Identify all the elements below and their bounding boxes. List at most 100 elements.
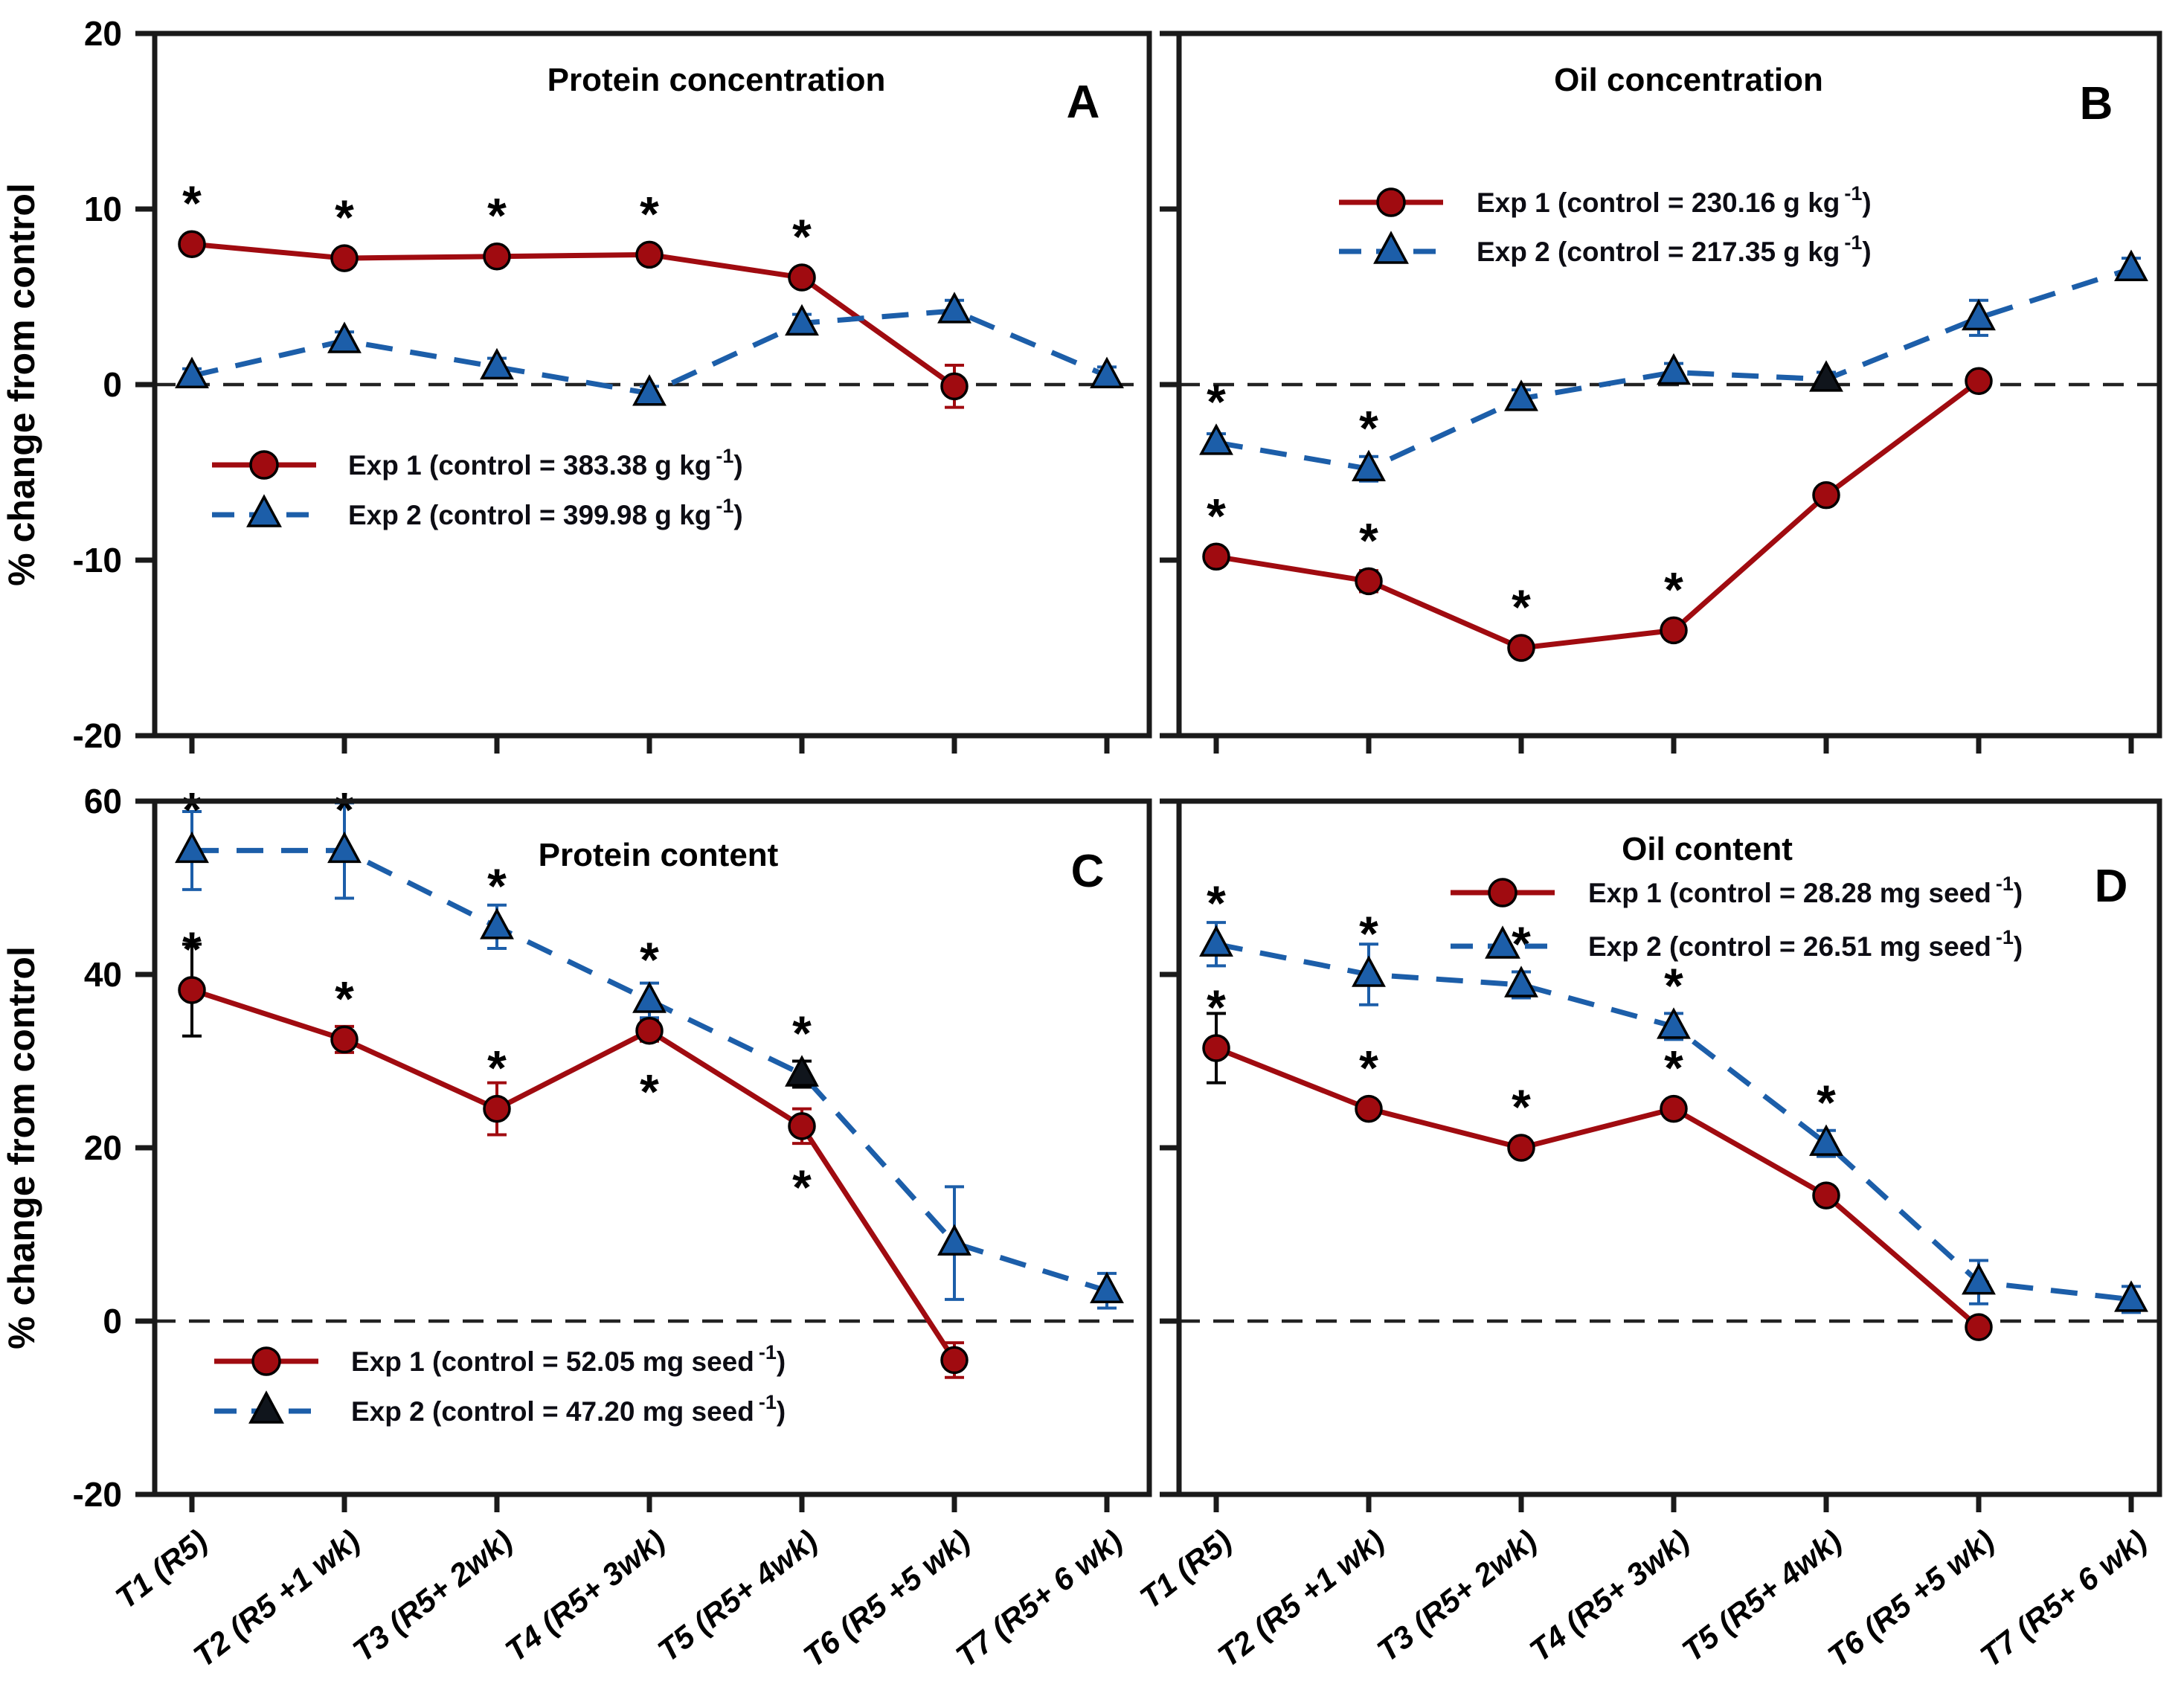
plot-frame [152,798,1152,1497]
legend-marker-circle [1376,187,1406,217]
significance-star: * [792,209,812,264]
data-point-circle-exp1 [635,1016,664,1045]
data-point-triangle-exp2 [785,303,819,336]
x-tick-label: T2 (R5 +1 wk) [187,1523,366,1674]
significance-star: * [1512,1079,1531,1134]
data-point-circle-exp1 [1660,1094,1688,1123]
data-point-circle-exp1 [788,263,816,292]
panel-letter: C [1071,846,1105,897]
significance-star: * [640,932,659,987]
significance-star: * [792,1006,812,1061]
y-axis-label: % change from control [1,183,42,586]
y-tick-label: 0 [103,1302,122,1340]
data-point-triangle-exp2 [632,981,667,1013]
data-point-circle-exp1 [330,1025,359,1054]
legend-marker-triangle [248,1390,284,1424]
significance-star: * [1359,513,1378,568]
data-point-triangle-exp2 [937,1224,971,1256]
x-tick-label: T2 (R5 +1 wk) [1211,1523,1390,1674]
data-point-circle-exp1 [1812,1181,1840,1210]
legend-item-label: Exp 2 (control = 399.98 g kg -1) [348,495,743,530]
panel-letter: B [2080,78,2113,129]
data-point-triangle-exp2 [327,831,362,864]
significance-star: * [1359,906,1378,961]
significance-star: * [1359,400,1378,455]
x-tick-label: T3 (R5+ 2wk) [1370,1523,1543,1668]
data-point-circle-exp1 [1355,567,1383,596]
plot-frame [152,30,1152,739]
significance-star: * [182,782,202,837]
x-tick-label: T6 (R5 +5 wk) [1821,1523,2000,1674]
series-line-exp1 [1215,379,1981,651]
data-point-circle-exp1 [1202,542,1230,571]
significance-star: * [1207,876,1226,931]
y-tick-label: 0 [103,365,122,404]
data-point-circle-exp1 [1507,1134,1535,1162]
data-point-triangle-exp2 [1199,925,1233,957]
x-tick-label: T3 (R5+ 2wk) [346,1523,518,1668]
data-point-triangle-exp2 [2114,1280,2148,1312]
data-point-triangle-exp2 [1090,356,1124,388]
data-point-triangle-exp2 [327,321,362,353]
legend-item-label: Exp 1 (control = 230.16 g kg -1) [1477,182,1872,218]
legend-item-label: Exp 1 (control = 52.05 mg seed -1) [351,1341,786,1377]
y-axis-label: % change from control [1,946,42,1349]
y-tick-label: -20 [73,1475,122,1514]
data-point-circle-exp1 [1812,481,1840,510]
x-tick-label: T1 (R5) [109,1523,213,1616]
data-point-triangle-exp2 [175,356,209,388]
series-line-exp1 [1215,1045,1981,1329]
data-point-circle-exp1 [330,244,359,272]
legend-item-label: Exp 2 (control = 217.35 g kg -1) [1477,231,1872,267]
plot-frame [1176,798,2162,1497]
legend-marker-circle [1488,878,1517,908]
y-tick-label: -10 [73,541,122,579]
panel-title: Protein concentration [547,62,886,98]
data-point-triangle-exp2 [1657,353,1691,385]
legend-marker-triangle [1485,925,1520,959]
significance-star: * [1359,1041,1378,1096]
data-point-circle-exp1 [178,230,206,258]
data-point-triangle-exp2 [1657,1007,1691,1039]
data-point-triangle-exp2 [632,374,667,406]
significance-star: * [335,190,354,245]
data-point-triangle-exp2 [175,831,209,864]
data-point-circle-exp1 [1202,1034,1230,1062]
significance-star: * [487,858,507,913]
data-point-triangle-exp2 [1090,1271,1124,1303]
data-point-circle-exp1 [635,240,664,269]
y-tick-label: -20 [73,716,122,755]
y-tick-label: 10 [84,190,122,228]
significance-star: * [487,188,507,243]
significance-star: * [487,1041,507,1096]
y-tick-label: 60 [84,782,122,820]
panel-letter: A [1067,77,1100,128]
panel-title: Oil content [1622,831,1793,867]
y-tick-label: 20 [84,1128,122,1167]
data-point-circle-exp1 [1965,1313,1993,1341]
x-tick-label: T7 (R5+ 6 wk) [1973,1523,2153,1674]
panel-C: 60 40 20 0 -20 T1 (R5)T2 (R5 +1 wk)T3 (R5+ 2w… [73,782,1152,1674]
significance-star: * [640,186,659,241]
data-point-triangle-exp2 [1352,449,1386,482]
series-line-exp1 [191,241,957,389]
data-point-triangle-exp2 [1962,1262,1996,1295]
data-point-triangle-exp2 [2114,249,2148,281]
data-point-circle-exp1 [1507,634,1535,662]
significance-star: * [1664,562,1683,617]
legend-item-label: Exp 2 (control = 26.51 mg seed -1) [1588,926,2023,962]
panel-B: * * * * * * Oil concentration B Exp 1 (control =… [1160,30,2162,754]
series-line-exp1 [190,987,957,1362]
data-point-triangle-exp2 [480,347,514,380]
significance-star: * [1207,374,1226,429]
legend-item-label: Exp 2 (control = 47.20 mg seed -1) [351,1391,786,1427]
x-tick-label: T6 (R5 +5 wk) [797,1523,976,1674]
data-point-circle-exp1 [178,976,206,1004]
data-point-circle-exp1 [1355,1094,1383,1123]
data-point-circle-exp1 [940,372,969,401]
x-tick-label: T4 (R5+ 3wk) [498,1523,671,1668]
significance-star: * [1817,1075,1836,1130]
legend-marker-triangle [246,494,282,527]
